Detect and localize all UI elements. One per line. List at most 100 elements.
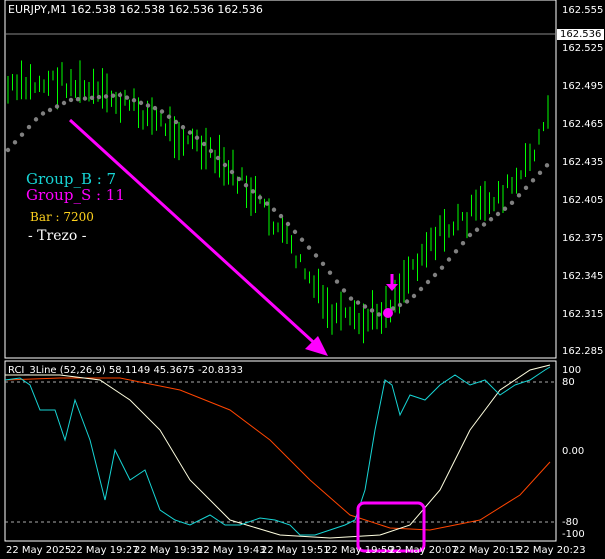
trend-dot: [530, 178, 536, 183]
trend-dot: [159, 109, 165, 114]
trend-dot: [376, 312, 382, 317]
trend-dot: [481, 222, 487, 227]
trend-dot: [320, 261, 326, 266]
trend-dot: [446, 257, 452, 262]
trend-dot: [250, 189, 256, 194]
price-label: 162.375: [562, 233, 604, 244]
trend-dot: [215, 155, 221, 161]
group-s-label: Group_S : 11: [26, 186, 125, 204]
price-label: 162.465: [562, 119, 604, 130]
trend-dot: [334, 279, 340, 284]
trend-dot: [82, 96, 88, 101]
rci-long-line: [4, 377, 551, 531]
signal-marker: [383, 274, 398, 318]
trend-dot: [453, 249, 459, 254]
trend-dot: [257, 195, 263, 200]
trend-dot: [12, 140, 18, 145]
trend-dot: [131, 98, 137, 103]
trend-dot: [285, 221, 291, 227]
trend-dot: [313, 253, 319, 258]
trend-dot: [432, 272, 438, 278]
indicator-title: RCI_3Line (52,26,9) 58.1149 45.3675 -20.…: [8, 365, 243, 376]
trend-dot: [117, 92, 123, 98]
trend-dot: [348, 296, 354, 301]
trend-dot: [278, 213, 284, 219]
trend-dot: [26, 124, 32, 130]
trend-dot: [61, 100, 67, 106]
trend-dot: [467, 232, 473, 238]
trend-dot: [138, 100, 144, 106]
rci-short-line: [4, 366, 551, 536]
time-label: 22 May 19:35: [134, 545, 203, 556]
trend-dot: [495, 211, 501, 217]
trend-dot: [488, 217, 494, 222]
symbol-info: EURJPY,M1 162.538 162.538 162.536 162.53…: [8, 3, 263, 16]
trend-dot: [425, 279, 431, 285]
main-chart-frame: [4, 0, 557, 359]
indicator-level-label: 80: [562, 377, 575, 388]
trezo-label: - Trezo -: [28, 228, 87, 244]
trend-dot: [397, 302, 403, 308]
time-label: 22 May 2025: [6, 545, 72, 556]
trend-dot: [369, 308, 375, 313]
trend-dots: [5, 92, 550, 317]
indicator-level-label: 0.00: [562, 446, 585, 457]
price-label: 162.285: [562, 346, 604, 357]
trend-dot: [516, 193, 522, 198]
price-label: 162.435: [562, 157, 604, 168]
trend-dot: [411, 293, 417, 299]
current-price-badge: 162.536: [557, 29, 605, 40]
trend-dot: [341, 288, 347, 293]
trend-dot: [474, 227, 480, 232]
trend-dot: [89, 95, 95, 101]
trend-dot: [75, 97, 81, 102]
indicator-frame: [4, 360, 557, 542]
time-label: 22 May 20:15: [453, 545, 522, 556]
trend-dot: [327, 270, 333, 275]
price-label: 162.315: [562, 309, 604, 320]
price-label: 162.525: [562, 43, 604, 54]
trend-dot: [509, 200, 515, 206]
trend-dot: [362, 304, 368, 309]
trend-dot: [418, 286, 424, 292]
trend-dot: [194, 135, 200, 140]
trend-dot: [124, 95, 130, 100]
trend-dot: [208, 148, 214, 154]
trend-dot: [390, 306, 396, 311]
trend-dot: [460, 240, 466, 246]
trend-dot: [523, 185, 529, 191]
trend-dot: [96, 94, 102, 100]
trend-dot: [271, 207, 277, 212]
trend-dot: [152, 105, 158, 111]
trend-dot: [537, 170, 543, 176]
time-label: 22 May 20:07: [389, 545, 458, 556]
time-label: 22 May 19:43: [197, 545, 266, 556]
trend-dot: [19, 132, 25, 137]
highlight-box: [356, 501, 426, 553]
rci-mid-line: [5, 364, 551, 539]
time-label: 22 May 19:51: [261, 545, 330, 556]
trend-dot: [544, 163, 550, 168]
indicator-level-label: 100: [562, 365, 582, 376]
trend-dot: [145, 103, 151, 108]
time-label: 22 May 19:27: [70, 545, 139, 556]
trend-dot: [222, 162, 228, 168]
trend-dot: [229, 169, 235, 175]
price-label: 162.405: [562, 195, 604, 206]
trend-dot: [236, 176, 242, 182]
trend-dot: [54, 104, 60, 109]
price-bars: [7, 60, 549, 344]
trend-dot: [180, 125, 186, 130]
price-label: 162.495: [562, 81, 604, 92]
trend-dot: [243, 183, 249, 188]
trend-dot: [110, 93, 116, 98]
trend-dot: [306, 245, 312, 250]
trend-dot: [502, 206, 508, 211]
trend-dot: [40, 111, 46, 116]
trend-arrow: [68, 118, 328, 356]
trend-dot: [201, 141, 207, 147]
trend-dot: [33, 117, 39, 122]
bar-count-label: Bar : 7200: [30, 210, 94, 224]
trend-dot: [173, 119, 179, 125]
